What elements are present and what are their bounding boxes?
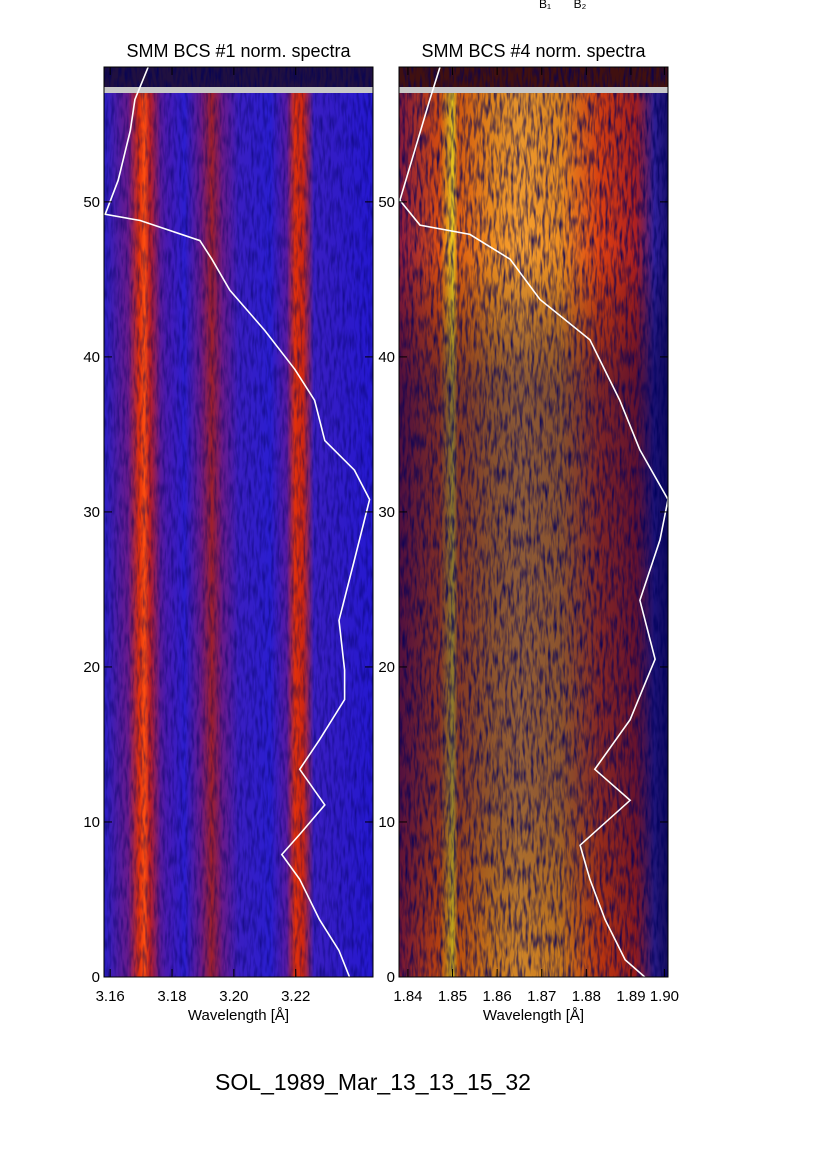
y-tick-label: 30 <box>83 504 100 521</box>
y-tick-label: 30 <box>378 504 395 521</box>
y-tick-label: 20 <box>83 659 100 676</box>
x-tick-label: 3.18 <box>157 988 186 1005</box>
light-curve <box>399 67 668 977</box>
x-axis-label: Wavelength [Å] <box>483 1007 584 1024</box>
light-curve <box>104 67 371 977</box>
caption: SOL_1989_Mar_13_13_15_32 <box>215 1069 531 1095</box>
spectrogram-1 <box>104 67 373 977</box>
panel-title: SMM BCS #1 norm. spectra <box>126 41 351 61</box>
y-tick-label: 10 <box>378 814 395 831</box>
x-axis-label: Wavelength [Å] <box>188 1007 289 1024</box>
y-tick-label: 40 <box>378 349 395 366</box>
top-label: B₁ <box>539 0 551 11</box>
x-tick-label: 3.16 <box>96 988 125 1005</box>
y-tick-label: 0 <box>92 969 100 986</box>
y-tick-label: 10 <box>83 814 100 831</box>
y-tick-label: 50 <box>378 194 395 211</box>
x-tick-label: 1.86 <box>483 988 512 1005</box>
y-tick-label: 40 <box>83 349 100 366</box>
x-tick-label: 1.90 <box>650 988 679 1005</box>
x-tick-label: 1.84 <box>393 988 422 1005</box>
x-tick-label: 1.87 <box>527 988 556 1005</box>
x-tick-label: 1.88 <box>572 988 601 1005</box>
top-label: B₂ <box>574 0 587 11</box>
plot-frame <box>398 66 669 978</box>
x-tick-label: 3.20 <box>219 988 248 1005</box>
y-tick-label: 0 <box>387 969 395 986</box>
spectrogram-2 <box>399 67 668 977</box>
x-tick-label: 1.89 <box>616 988 645 1005</box>
panel-title: SMM BCS #4 norm. spectra <box>421 41 646 61</box>
x-tick-label: 3.22 <box>281 988 310 1005</box>
y-tick-label: 50 <box>83 194 100 211</box>
x-tick-label: 1.85 <box>438 988 467 1005</box>
y-tick-label: 20 <box>378 659 395 676</box>
plot-frame <box>103 66 374 978</box>
